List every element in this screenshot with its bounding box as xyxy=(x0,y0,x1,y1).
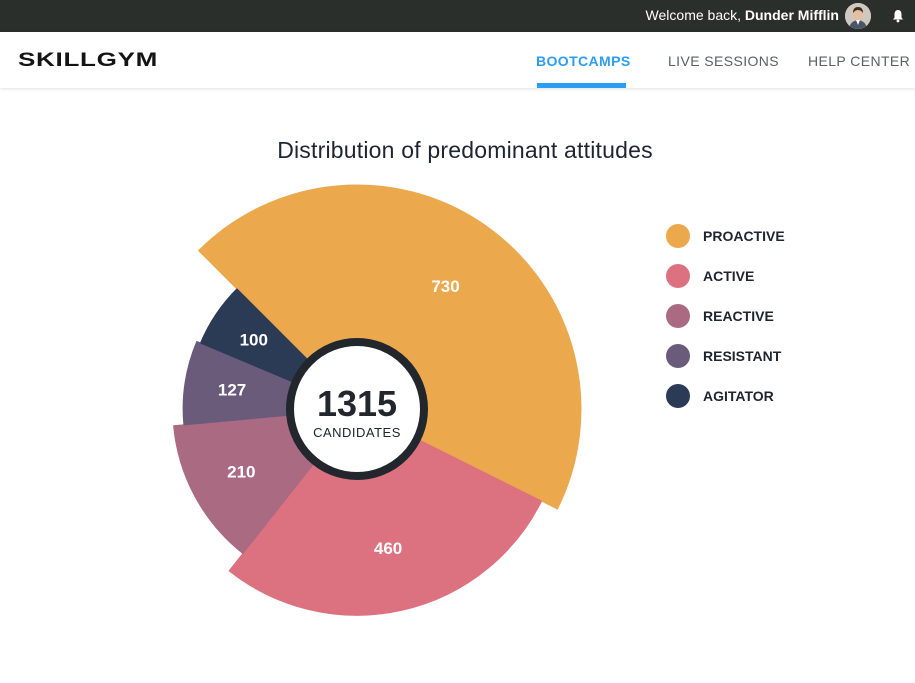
legend-swatch xyxy=(666,384,690,408)
active-tab-indicator xyxy=(537,83,626,88)
skillgym-logo[interactable]: SKILLGYM xyxy=(18,50,160,74)
welcome-message: Welcome back, Dunder Mifflin xyxy=(646,7,839,23)
legend-label: RESISTANT xyxy=(703,348,782,364)
user-name[interactable]: Dunder Mifflin xyxy=(744,7,839,23)
slice-label-agitator: 100 xyxy=(240,331,268,350)
legend-label: AGITATOR xyxy=(703,388,774,404)
center-ring xyxy=(286,338,428,480)
slice-label-resistant: 127 xyxy=(218,381,246,400)
legend-swatch xyxy=(666,344,690,368)
slice-label-active: 460 xyxy=(374,539,402,558)
welcome-prefix: Welcome back, xyxy=(645,7,741,23)
slice-label-reactive: 210 xyxy=(227,463,255,482)
chart-slice-labels: 730 460 210 127 100 xyxy=(218,277,460,558)
legend-label: PROACTIVE xyxy=(703,228,785,244)
main-navbar: SKILLGYM BOOTCAMPS LIVE SESSIONS HELP CE… xyxy=(0,32,915,88)
legend-label: ACTIVE xyxy=(703,268,755,284)
legend-swatch xyxy=(666,224,690,248)
avatar-image xyxy=(845,3,871,29)
center-total: 1315 xyxy=(317,383,397,424)
legend-swatch xyxy=(666,304,690,328)
chart-title: Distribution of predominant attitudes xyxy=(277,137,653,163)
user-avatar[interactable] xyxy=(845,3,871,29)
legend-swatch xyxy=(666,264,690,288)
logo-wordmark: SKILLGYM xyxy=(18,50,158,71)
bell-icon[interactable] xyxy=(892,9,904,23)
logo-text: SKILLGYM xyxy=(18,51,158,69)
tab-help-center[interactable]: HELP CENTER xyxy=(808,53,911,69)
center-caption: CANDIDATES xyxy=(313,425,401,440)
slice-label-proactive: 730 xyxy=(431,277,459,296)
tab-bootcamps[interactable]: BOOTCAMPS xyxy=(536,53,631,69)
top-bar: Welcome back, Dunder Mifflin xyxy=(0,0,915,32)
chart-slice-active[interactable] xyxy=(228,410,543,616)
legend-label: REACTIVE xyxy=(703,308,774,324)
tab-live-sessions[interactable]: LIVE SESSIONS xyxy=(668,53,780,69)
